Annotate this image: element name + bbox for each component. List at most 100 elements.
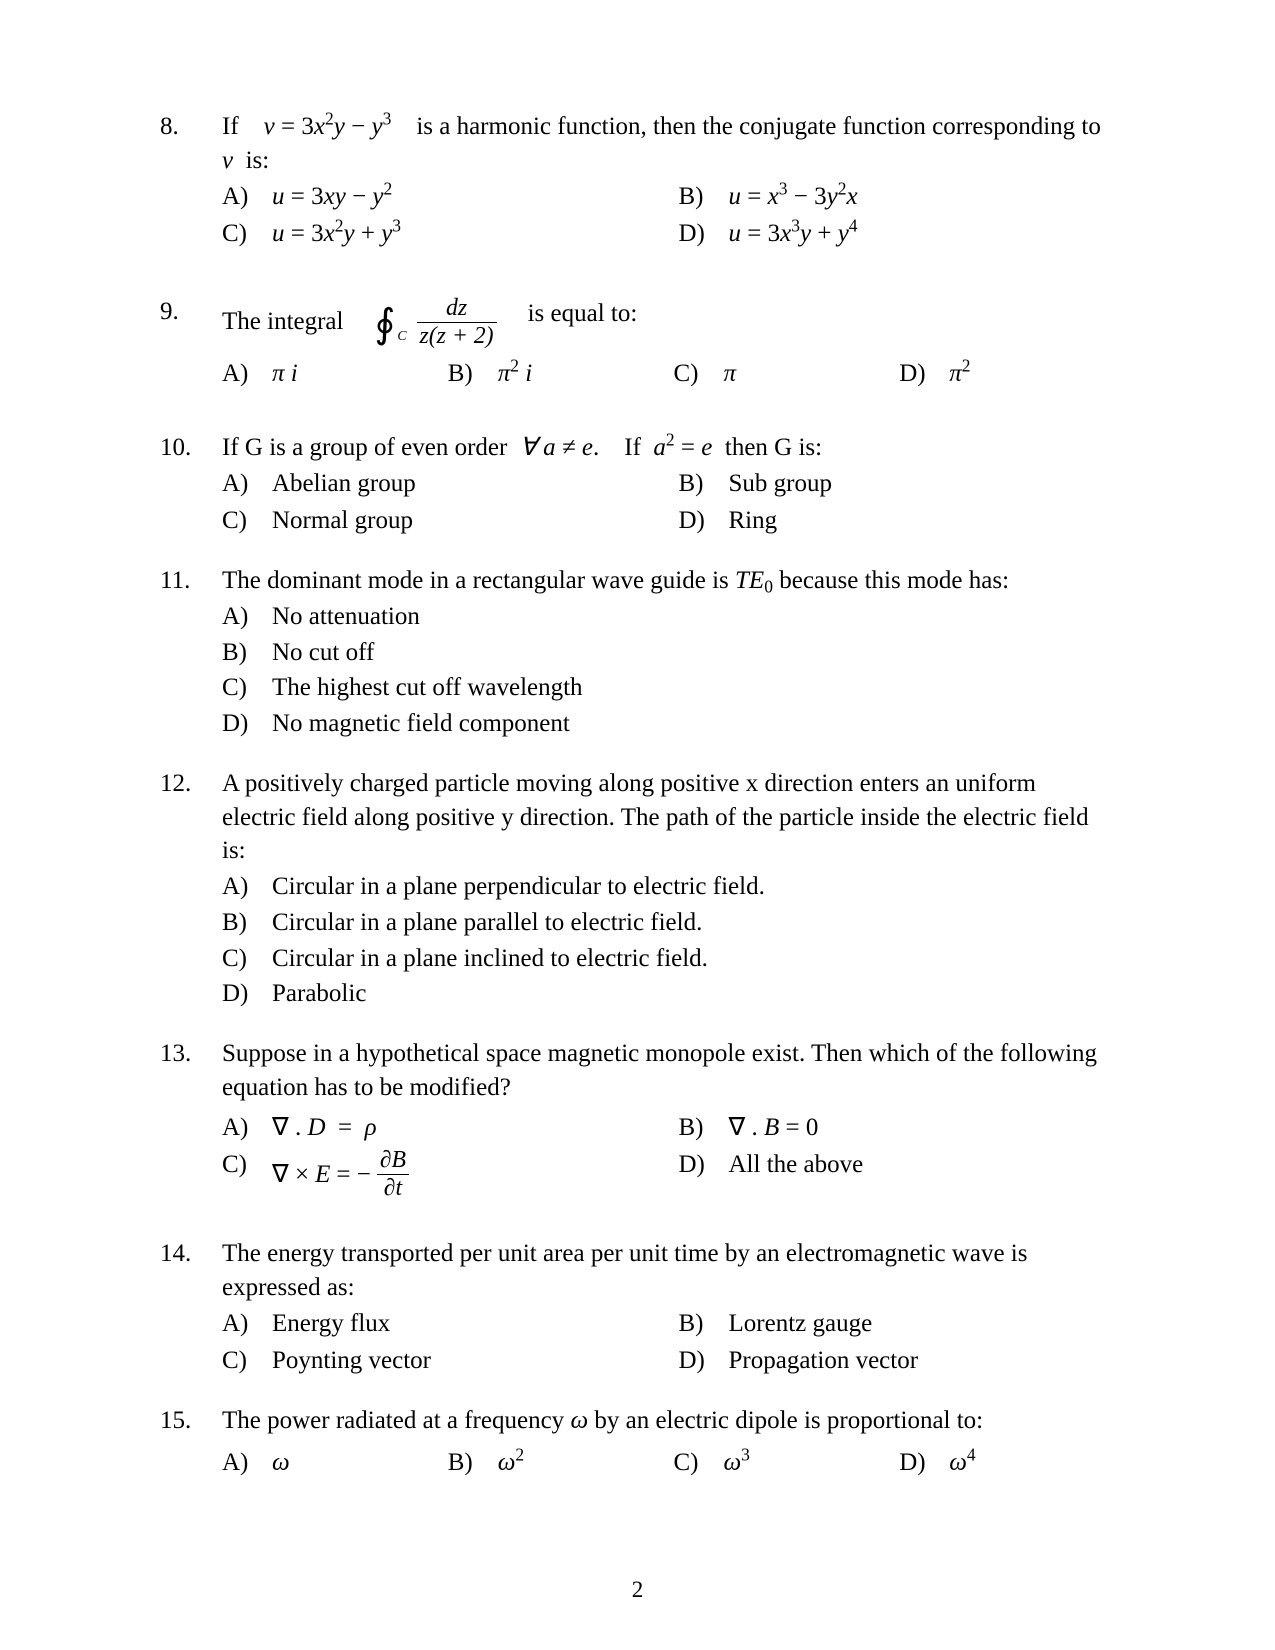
question-number: 10.: [160, 431, 222, 538]
option: B)ω2: [448, 1446, 664, 1480]
question: 13.Suppose in a hypothetical space magne…: [160, 1037, 1115, 1201]
question-body: The energy transported per unit area per…: [222, 1237, 1115, 1378]
option-text: π: [724, 357, 737, 391]
question-options: A)∇ . D = ρ B)∇ . B = 0 C)∇ × E = −∂B∂t D)A…: [222, 1111, 1115, 1202]
option-letter: B): [679, 180, 729, 214]
option-text: Circular in a plane parallel to electric…: [272, 906, 702, 940]
option-text: No attenuation: [272, 600, 420, 634]
option-letter: C): [222, 942, 272, 976]
question-options: A)Circular in a plane perpendicular to e…: [222, 870, 1115, 1011]
option-text: ∇ . D = ρ: [272, 1111, 377, 1145]
option-letter: A): [222, 180, 272, 214]
option-text: ∇ × E = −∂B∂t: [272, 1148, 409, 1201]
question: 12.A positively charged particle moving …: [160, 767, 1115, 1011]
option: D)Propagation vector: [679, 1344, 1116, 1378]
option-text: Propagation vector: [729, 1344, 919, 1378]
option-letter: B): [222, 636, 272, 670]
option: A)Abelian group: [222, 467, 659, 501]
option: C)The highest cut off wavelength: [222, 671, 1115, 705]
option: A)ω: [222, 1446, 438, 1480]
option-letter: B): [222, 906, 272, 940]
question-number: 12.: [160, 767, 222, 1011]
option-letter: B): [679, 1111, 729, 1145]
option: D)π2: [899, 357, 1115, 391]
question-stem: If v = 3x2y − y3 is a harmonic function,…: [222, 110, 1115, 178]
option-text: Ring: [729, 504, 778, 538]
question: 9.The integral ∮Cdzz(z + 2) is equal to:…: [160, 295, 1115, 391]
option-letter: D): [679, 217, 729, 251]
option: C)u = 3x2y + y3: [222, 217, 659, 251]
option-text: Parabolic: [272, 977, 366, 1011]
question-options: A)Energy flux B)Lorentz gauge C)Poynting v…: [222, 1307, 1115, 1379]
option: D)Ring: [679, 504, 1116, 538]
option: B)Sub group: [679, 467, 1116, 501]
option: D)No magnetic field component: [222, 707, 1115, 741]
question-options: A)ω B)ω2 C)ω3 D)ω4: [222, 1446, 1115, 1480]
question-stem: The power radiated at a frequency ω by a…: [222, 1404, 1115, 1438]
question-options: A)u = 3xy − y2B)u = x3 − 3y2xC)u = 3x2y …: [222, 180, 1115, 252]
question: 10.If G is a group of even order ∀ a ≠ e…: [160, 431, 1115, 538]
option-letter: D): [679, 1148, 729, 1201]
question-stem: Suppose in a hypothetical space magnetic…: [222, 1037, 1115, 1105]
option-text: No cut off: [272, 636, 374, 670]
option: A)No attenuation: [222, 600, 1115, 634]
option-letter: D): [222, 977, 272, 1011]
option-letter: C): [674, 357, 724, 391]
option-letter: D): [899, 357, 949, 391]
option: D)Parabolic: [222, 977, 1115, 1011]
question-stem: A positively charged particle moving alo…: [222, 767, 1115, 868]
option: A)Circular in a plane perpendicular to e…: [222, 870, 1115, 904]
option: C)Circular in a plane inclined to electr…: [222, 942, 1115, 976]
option-letter: C): [222, 671, 272, 705]
option-text: u = 3x2y + y3: [272, 217, 401, 251]
option: B)∇ . B = 0: [679, 1111, 1116, 1145]
option: B)π2 i: [448, 357, 664, 391]
question-body: A positively charged particle moving alo…: [222, 767, 1115, 1011]
option-letter: B): [679, 1307, 729, 1341]
option-letter: A): [222, 357, 272, 391]
option-text: π i: [272, 357, 298, 391]
option: A)Energy flux: [222, 1307, 659, 1341]
option-letter: D): [679, 504, 729, 538]
option-text: ∇ . B = 0: [729, 1111, 819, 1145]
option: C)Poynting vector: [222, 1344, 659, 1378]
option-letter: A): [222, 1111, 272, 1145]
question-options: A)No attenuationB)No cut offC)The highes…: [222, 600, 1115, 741]
option: A)π i: [222, 357, 438, 391]
option-text: ω3: [724, 1446, 750, 1480]
question-stem: If G is a group of even order ∀ a ≠ e. I…: [222, 431, 1115, 465]
option: D)All the above: [679, 1148, 1116, 1201]
option: C)∇ × E = −∂B∂t: [222, 1148, 659, 1201]
option-text: ω4: [949, 1446, 975, 1480]
page-number: 2: [0, 1574, 1275, 1605]
question: 8.If v = 3x2y − y3 is a harmonic functio…: [160, 110, 1115, 251]
question-body: Suppose in a hypothetical space magnetic…: [222, 1037, 1115, 1201]
option: B)Lorentz gauge: [679, 1307, 1116, 1341]
option: C)ω3: [674, 1446, 890, 1480]
option: B)Circular in a plane parallel to electr…: [222, 906, 1115, 940]
question-number: 15.: [160, 1404, 222, 1480]
option-letter: D): [899, 1446, 949, 1480]
question-number: 11.: [160, 564, 222, 741]
option: B)No cut off: [222, 636, 1115, 670]
question: 11.The dominant mode in a rectangular wa…: [160, 564, 1115, 741]
option-text: Poynting vector: [272, 1344, 431, 1378]
option: A)u = 3xy − y2: [222, 180, 659, 214]
question-number: 9.: [160, 295, 222, 391]
option-letter: C): [222, 504, 272, 538]
option: D)ω4: [899, 1446, 1115, 1480]
option-letter: D): [222, 707, 272, 741]
option-letter: A): [222, 467, 272, 501]
option: C)π: [674, 357, 890, 391]
option-text: No magnetic field component: [272, 707, 570, 741]
option: C)Normal group: [222, 504, 659, 538]
option-text: u = 3x3y + y4: [729, 217, 858, 251]
option-text: Circular in a plane inclined to electric…: [272, 942, 708, 976]
question-stem: The integral ∮Cdzz(z + 2) is equal to:: [222, 295, 1115, 349]
question-body: If G is a group of even order ∀ a ≠ e. I…: [222, 431, 1115, 538]
exam-page: 8.If v = 3x2y − y3 is a harmonic functio…: [0, 0, 1275, 1650]
option-letter: B): [448, 1446, 498, 1480]
option-letter: B): [679, 467, 729, 501]
option-letter: A): [222, 600, 272, 634]
question-body: The integral ∮Cdzz(z + 2) is equal to: A)…: [222, 295, 1115, 391]
